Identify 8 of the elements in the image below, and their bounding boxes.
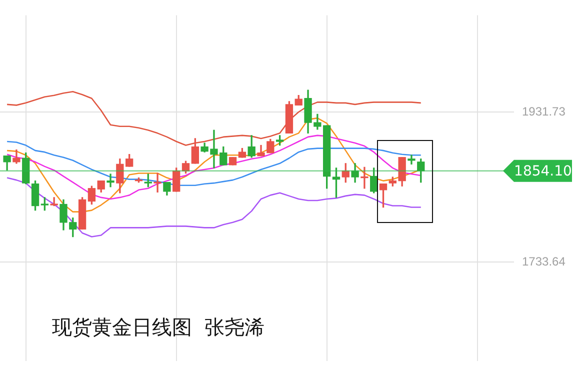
candlestick [106,174,114,188]
candlestick [360,166,368,189]
candlestick [408,154,416,165]
ref-line-label: 1854.10 [514,164,572,180]
candlestick [154,172,162,192]
text: 现货黄金日线图 张尧浠 [52,314,265,341]
y-tick-label: 1931.73 [522,104,566,119]
y-tick-label: 1733.64 [522,254,566,268]
